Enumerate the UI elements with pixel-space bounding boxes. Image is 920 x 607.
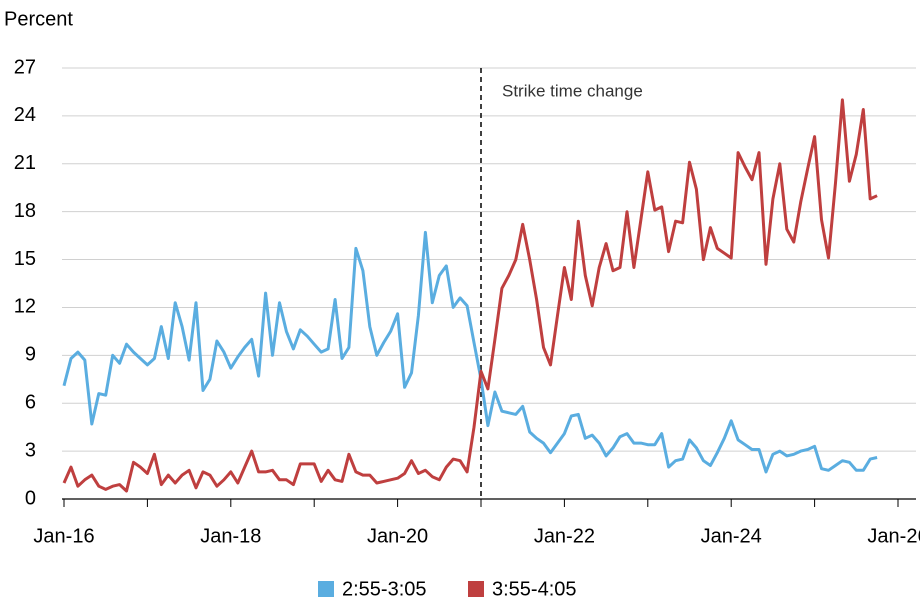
y-tick-label: 27 bbox=[14, 56, 36, 78]
x-tick-label: Jan-22 bbox=[534, 525, 595, 547]
y-tick-label: 9 bbox=[25, 344, 36, 366]
x-tick-label: Jan-16 bbox=[33, 525, 94, 547]
y-tick-label: 0 bbox=[25, 487, 36, 509]
y-tick-label: 18 bbox=[14, 200, 36, 222]
x-tick-label: Jan-26 bbox=[867, 525, 920, 547]
y-tick-label: 15 bbox=[14, 248, 36, 270]
y-tick-label: 24 bbox=[14, 104, 36, 126]
legend-swatch bbox=[468, 581, 484, 597]
y-tick-label: 21 bbox=[14, 152, 36, 174]
legend-label: 3:55-4:05 bbox=[492, 578, 577, 600]
series-line bbox=[62, 230, 878, 474]
y-tick-label: 12 bbox=[14, 296, 36, 318]
legend-swatch bbox=[318, 581, 334, 597]
x-tick-label: Jan-24 bbox=[701, 525, 762, 547]
y-tick-label: 3 bbox=[25, 439, 36, 461]
y-axis-label: Percent bbox=[4, 8, 73, 30]
y-tick-label: 6 bbox=[25, 392, 36, 414]
annotation-text: Strike time change bbox=[502, 81, 643, 100]
legend-label: 2:55-3:05 bbox=[342, 578, 427, 600]
x-tick-label: Jan-18 bbox=[200, 525, 261, 547]
series-line bbox=[62, 98, 878, 493]
x-tick-label: Jan-20 bbox=[367, 525, 428, 547]
